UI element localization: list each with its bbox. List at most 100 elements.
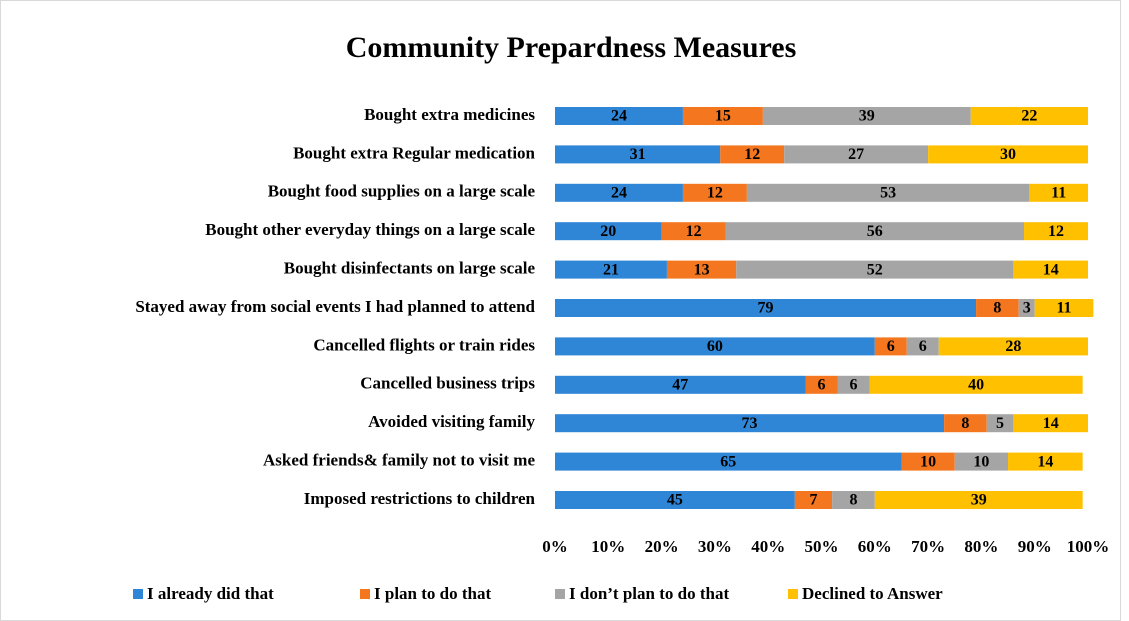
data-label: 6 (919, 338, 927, 355)
bar-segment (555, 107, 683, 125)
data-label: 31 (630, 146, 646, 163)
data-label: 28 (1005, 338, 1021, 355)
data-label: 60 (707, 338, 723, 355)
legend-label: Declined to Answer (802, 584, 943, 603)
y-tick-label: Stayed away from social events I had pla… (135, 297, 535, 316)
bar-segment (1013, 414, 1088, 433)
data-label: 53 (880, 184, 896, 201)
bar-segment (746, 183, 1030, 202)
bar-segment (666, 260, 737, 279)
data-label: 6 (849, 376, 857, 393)
bar-segment (1029, 183, 1088, 202)
legend-swatch (133, 589, 143, 599)
data-label: 39 (971, 492, 987, 509)
data-label: 73 (742, 415, 758, 432)
bar-segment (661, 222, 726, 241)
data-label: 40 (968, 376, 984, 393)
data-label: 21 (603, 261, 619, 278)
data-label: 12 (686, 223, 702, 240)
bar-segment (1024, 222, 1088, 241)
data-label: 79 (758, 300, 774, 317)
bar-segment (1013, 260, 1088, 279)
x-tick-label: 10% (591, 537, 625, 556)
bar-segment (555, 183, 683, 202)
y-tick-label: Bought food supplies on a large scale (268, 182, 536, 201)
bar-segment (944, 414, 987, 433)
data-label: 22 (1021, 108, 1037, 125)
data-label: 12 (1048, 223, 1064, 240)
bar-segment (874, 491, 1083, 509)
data-label: 47 (672, 376, 688, 393)
legend-label: I don’t plan to do that (569, 584, 729, 603)
data-label: 7 (810, 492, 818, 509)
data-label: 3 (1023, 300, 1031, 317)
bar-segment (970, 107, 1088, 125)
data-label: 5 (996, 415, 1004, 432)
data-label: 10 (920, 453, 936, 470)
data-label: 8 (961, 415, 969, 432)
x-tick-label: 0% (542, 537, 568, 556)
y-tick-label: Cancelled flights or train rides (313, 335, 535, 354)
bar-segment (976, 299, 1019, 317)
bar-segment (1034, 299, 1094, 317)
legend-swatch (788, 589, 798, 599)
y-tick-label: Imposed restrictions to children (304, 489, 536, 508)
bar-segment (986, 414, 1014, 433)
bar-segment (1018, 299, 1035, 317)
x-tick-label: 30% (698, 537, 732, 556)
data-label: 52 (867, 261, 883, 278)
bar-segment (1008, 452, 1083, 471)
bar-segment (906, 337, 939, 356)
bar-segment (901, 452, 955, 471)
legend-swatch (360, 589, 370, 599)
bar-segment (555, 375, 806, 394)
bar-segment (837, 375, 870, 394)
bar-segment (555, 260, 667, 279)
bar-segment (555, 145, 721, 164)
legend-label: I already did that (147, 584, 274, 603)
y-tick-label: Bought disinfectants on large scale (284, 259, 536, 278)
x-tick-label: 70% (911, 537, 945, 556)
data-label: 14 (1043, 415, 1059, 432)
chart-title: Community Prepardness Measures (346, 31, 797, 64)
data-label: 14 (1043, 261, 1059, 278)
bar-segment (555, 337, 875, 356)
y-tick-label: Avoided visiting family (368, 412, 535, 431)
x-tick-label: 20% (645, 537, 679, 556)
bar-segment (805, 375, 838, 394)
bar-segment (874, 337, 907, 356)
x-tick-label: 100% (1067, 537, 1110, 556)
bar-segment (869, 375, 1083, 394)
data-label: 11 (1056, 300, 1071, 317)
bar-segment (720, 145, 785, 164)
bar-segment (555, 491, 795, 509)
x-tick-label: 60% (858, 537, 892, 556)
bar-segment (555, 222, 662, 241)
data-label: 24 (611, 184, 627, 201)
y-tick-label: Bought extra Regular medication (293, 143, 535, 162)
data-label: 12 (707, 184, 723, 201)
data-label: 65 (720, 453, 736, 470)
data-label: 14 (1037, 453, 1053, 470)
data-label: 8 (993, 300, 1001, 317)
bar-segment (555, 452, 902, 471)
data-label: 30 (1000, 146, 1016, 163)
bar-segment (794, 491, 833, 509)
legend-swatch (555, 589, 565, 599)
data-label: 11 (1051, 184, 1066, 201)
bar-segment (762, 107, 971, 125)
data-label: 45 (667, 492, 683, 509)
bar-segment (725, 222, 1025, 241)
data-label: 12 (744, 146, 760, 163)
legend-label: I plan to do that (374, 584, 491, 603)
data-label: 39 (859, 108, 875, 125)
y-tick-label: Asked friends& family not to visit me (263, 451, 535, 470)
bar-segment (938, 337, 1088, 356)
bar-segment (928, 145, 1088, 164)
data-label: 56 (867, 223, 883, 240)
y-tick-label: Bought extra medicines (364, 105, 535, 124)
x-tick-label: 40% (751, 537, 785, 556)
data-label: 24 (611, 108, 627, 125)
bar-segment (736, 260, 1014, 279)
